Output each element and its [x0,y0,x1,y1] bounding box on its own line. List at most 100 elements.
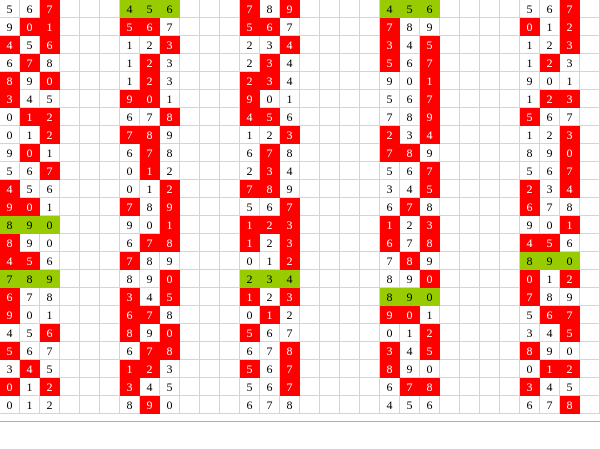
digit-cell: 1 [560,216,580,234]
digit-cell: 0 [420,360,440,378]
digit-cell: 9 [400,288,420,306]
digit-cell: 0 [560,144,580,162]
digit-cell: 7 [380,18,400,36]
digit-cell: 2 [560,270,580,288]
digit-cell: 4 [380,0,400,18]
digit-cell: 5 [380,90,400,108]
empty-cell [320,108,340,126]
digit-cell: 2 [280,252,300,270]
digit-cell: 9 [0,198,20,216]
empty-cell [180,360,200,378]
empty-cell [200,288,220,306]
digit-cell: 5 [420,36,440,54]
digit-cell: 0 [520,360,540,378]
digit-cell: 8 [420,234,440,252]
digit-cell: 8 [40,54,60,72]
digit-cell: 1 [540,18,560,36]
empty-cell [320,54,340,72]
digit-cell: 4 [280,270,300,288]
digit-cell: 3 [260,54,280,72]
empty-cell [60,144,80,162]
empty-cell [460,180,480,198]
digit-cell: 8 [280,396,300,414]
digit-cell: 8 [120,396,140,414]
empty-cell [580,234,600,252]
empty-cell [340,0,360,18]
digit-cell: 0 [20,306,40,324]
digit-cell: 0 [20,18,40,36]
digit-cell: 8 [400,252,420,270]
empty-cell [220,270,240,288]
digit-cell: 1 [560,72,580,90]
empty-cell [180,72,200,90]
empty-cell [180,162,200,180]
digit-cell: 3 [560,54,580,72]
digit-cell: 8 [560,198,580,216]
digit-cell: 2 [260,234,280,252]
empty-cell [180,324,200,342]
digit-cell: 9 [280,180,300,198]
digit-cell: 8 [0,234,20,252]
empty-cell [340,342,360,360]
empty-cell [340,396,360,414]
empty-cell [320,0,340,18]
digit-cell: 1 [20,126,40,144]
digit-cell: 8 [260,0,280,18]
empty-cell [300,216,320,234]
digit-cell: 0 [120,162,140,180]
digit-cell: 9 [160,198,180,216]
empty-cell [200,342,220,360]
empty-cell [500,36,520,54]
empty-cell [180,144,200,162]
empty-cell [340,108,360,126]
empty-cell [500,306,520,324]
digit-cell: 2 [280,306,300,324]
empty-cell [580,342,600,360]
empty-cell [340,198,360,216]
empty-cell [60,234,80,252]
digit-cell: 5 [520,108,540,126]
empty-cell [440,144,460,162]
empty-cell [460,360,480,378]
digit-cell: 7 [280,18,300,36]
digit-cell: 3 [380,180,400,198]
digit-cell: 6 [520,396,540,414]
digit-cell: 1 [140,162,160,180]
empty-cell [480,288,500,306]
empty-cell [360,54,380,72]
empty-cell [320,234,340,252]
digit-cell: 3 [540,180,560,198]
digit-cell: 7 [420,90,440,108]
empty-cell [580,360,600,378]
digit-cell: 6 [540,0,560,18]
digit-cell: 2 [540,54,560,72]
digit-cell: 8 [420,198,440,216]
empty-cell [100,180,120,198]
empty-cell [480,270,500,288]
empty-cell [460,288,480,306]
empty-cell [220,144,240,162]
digit-cell: 2 [260,126,280,144]
empty-cell [80,108,100,126]
empty-cell [80,324,100,342]
empty-cell [180,252,200,270]
empty-cell [200,378,220,396]
empty-cell [200,0,220,18]
digit-cell: 1 [420,306,440,324]
empty-cell [200,90,220,108]
digit-cell: 6 [120,306,140,324]
digit-cell: 9 [120,216,140,234]
empty-cell [220,306,240,324]
empty-cell [360,396,380,414]
empty-cell [360,342,380,360]
empty-cell [80,216,100,234]
empty-cell [480,180,500,198]
empty-cell [300,306,320,324]
empty-cell [360,90,380,108]
empty-cell [480,18,500,36]
digit-cell: 1 [260,306,280,324]
empty-cell [300,324,320,342]
digit-cell: 3 [160,72,180,90]
empty-cell [580,144,600,162]
empty-cell [320,162,340,180]
